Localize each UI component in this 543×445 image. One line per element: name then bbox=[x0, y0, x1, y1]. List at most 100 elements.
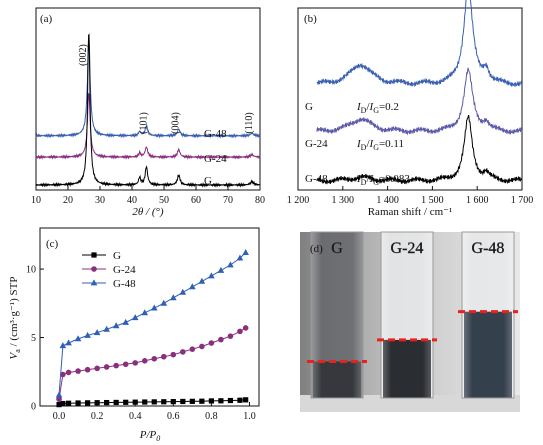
panel-b-x-tick-label: 1 200 bbox=[287, 195, 310, 206]
panel-c-x-axis-label: P/P0 bbox=[139, 429, 161, 443]
panel-c-data-point bbox=[75, 368, 81, 374]
tube-label: G-24 bbox=[391, 240, 424, 257]
panel-a-peak-label: (101) bbox=[138, 112, 149, 134]
panel-c-data-point bbox=[122, 361, 129, 368]
panel-c-x-tick-label: 0.0 bbox=[53, 411, 66, 422]
panel-c-data-point bbox=[170, 351, 177, 358]
tube-outline bbox=[380, 231, 434, 399]
panel-c-data-point bbox=[94, 365, 100, 372]
panel-c-data-point bbox=[218, 336, 224, 343]
panel-a-peak-label: (110) bbox=[244, 112, 255, 133]
panel-c-data-point bbox=[84, 366, 91, 373]
panel-c-x-tick-label: 0.2 bbox=[91, 411, 104, 422]
panel-a-series-line bbox=[35, 93, 261, 161]
panel-c-x-tick-label: 0.6 bbox=[167, 411, 180, 422]
panel-b-series-line bbox=[316, 0, 523, 88]
panel-b-series-line bbox=[316, 114, 523, 185]
panel-a-label: (a) bbox=[40, 13, 53, 25]
panel-c-data-point bbox=[113, 399, 119, 406]
tube-outline bbox=[310, 231, 364, 399]
panel-b-series-line bbox=[316, 67, 523, 136]
panel-c-data-point bbox=[199, 398, 205, 404]
panel-c-data-point bbox=[113, 362, 119, 369]
panel-b-frame bbox=[297, 7, 523, 191]
panel-b-x-tick-label: 1 500 bbox=[421, 195, 444, 206]
panel-a-x-tick-label: 70 bbox=[223, 195, 233, 206]
panel-c-data-point bbox=[242, 325, 249, 331]
panel-c-series bbox=[55, 249, 249, 408]
panel-c-data-point bbox=[189, 346, 196, 352]
panel-c-data-point bbox=[56, 396, 62, 402]
panel-b-ratio-label: ID/IG=0.2 bbox=[356, 101, 399, 115]
panel-c-data-point bbox=[218, 398, 224, 404]
panel-c-legend-marker bbox=[91, 266, 97, 272]
panel-c-data-point bbox=[198, 277, 206, 284]
panel-c-data-point bbox=[56, 402, 62, 408]
panel-b-series-label: G bbox=[305, 101, 313, 113]
panel-c-data-point bbox=[227, 397, 234, 404]
panel-c-data-point bbox=[141, 358, 148, 364]
panel-c-data-point bbox=[237, 397, 243, 403]
panel-a-series-label: G-48 bbox=[204, 128, 227, 140]
panel-b-label: (b) bbox=[304, 13, 317, 25]
panel-a-series-labels: G-48 G-24 G bbox=[204, 128, 227, 187]
panel-c-legend: G G-24 G-48 bbox=[82, 250, 136, 290]
panel-c-data-point bbox=[180, 398, 186, 405]
panel-a-series-line bbox=[35, 35, 261, 139]
panel-c-data-point bbox=[160, 353, 167, 360]
panel-a-series-line bbox=[35, 33, 261, 188]
panel-c-data-point bbox=[65, 339, 72, 346]
panel-c-data-point bbox=[242, 249, 249, 256]
panel-c-data-point bbox=[122, 318, 129, 325]
panel-b-x-ticks: 1 200 1 300 1 400 1 500 1 600 1 700 bbox=[287, 186, 533, 206]
panel-b-series-labels: G ID/IG=0.2 G-24 ID/IG=0.11 G-48 ID/IG=0.083 bbox=[305, 101, 410, 187]
tube-label: G-48 bbox=[472, 240, 505, 257]
panel-c-data-point bbox=[75, 400, 81, 406]
panel-c-data-point bbox=[85, 400, 91, 406]
panel-c-data-point bbox=[208, 340, 215, 346]
panel-a-x-tick-label: 40 bbox=[127, 195, 137, 206]
panel-a-x-tick-label: 50 bbox=[159, 195, 169, 206]
panel-c-data-point bbox=[243, 397, 249, 403]
panel-b-x-tick-label: 1 400 bbox=[376, 195, 399, 206]
panel-c-data-point bbox=[131, 314, 139, 321]
panel-a-frame bbox=[35, 7, 261, 191]
panel-a-x-tick-label: 80 bbox=[255, 195, 265, 206]
tube-outline bbox=[461, 231, 515, 399]
panel-c-data-point bbox=[112, 322, 120, 329]
panel-c-isotherm: (c) 0.0 0.2 0.4 0.6 0.8 1.0 0 5 10 G G-24 G-48 P/P… bbox=[8, 227, 260, 443]
panel-c-data-point bbox=[151, 399, 157, 405]
panel-c-data-point bbox=[160, 299, 168, 306]
panel-c-data-point bbox=[237, 328, 243, 335]
panel-c-data-point bbox=[65, 400, 72, 406]
panel-b-ratio-label: ID/IG=0.083 bbox=[356, 173, 410, 187]
panel-c-y-tick-label: 10 bbox=[26, 265, 36, 276]
panel-c-y-axis-label: Va / (cm³·g⁻¹) STP bbox=[8, 277, 22, 360]
panel-a-x-tick-label: 20 bbox=[63, 195, 73, 206]
panel-a-x-ticks: 10 20 30 40 50 60 70 80 bbox=[31, 186, 265, 206]
panel-c-data-point bbox=[141, 309, 149, 316]
panel-a-x-tick-label: 30 bbox=[95, 195, 105, 206]
tube-label: G bbox=[331, 240, 343, 257]
panel-c-data-point bbox=[103, 325, 110, 332]
panel-c-data-point bbox=[227, 261, 234, 268]
panel-c-data-point bbox=[179, 288, 187, 295]
panel-c-data-point bbox=[142, 399, 148, 405]
panel-c-legend-marker bbox=[91, 252, 97, 258]
panel-a-peak-labels: (002) (101) (004) (110) bbox=[78, 44, 255, 134]
panel-c-data-point bbox=[60, 400, 66, 407]
panel-c-data-point bbox=[189, 283, 196, 290]
panel-c-data-point bbox=[103, 364, 110, 370]
panel-c-data-point bbox=[227, 333, 234, 339]
panel-a-series-label: G-24 bbox=[204, 153, 227, 165]
panel-c-data-point bbox=[170, 399, 176, 405]
panel-a-xrd: (a) 10 20 30 40 50 60 70 80 (002) (101) (004) (110… bbox=[31, 7, 265, 218]
panel-c-data-point bbox=[161, 399, 167, 405]
panel-c-data-point bbox=[151, 355, 158, 362]
panel-d-label: (d) bbox=[310, 243, 323, 255]
panel-c-data-point bbox=[199, 343, 205, 350]
panel-c-data-point bbox=[236, 254, 244, 261]
panel-c-data-point bbox=[208, 272, 215, 279]
panel-c-data-point bbox=[55, 391, 63, 398]
